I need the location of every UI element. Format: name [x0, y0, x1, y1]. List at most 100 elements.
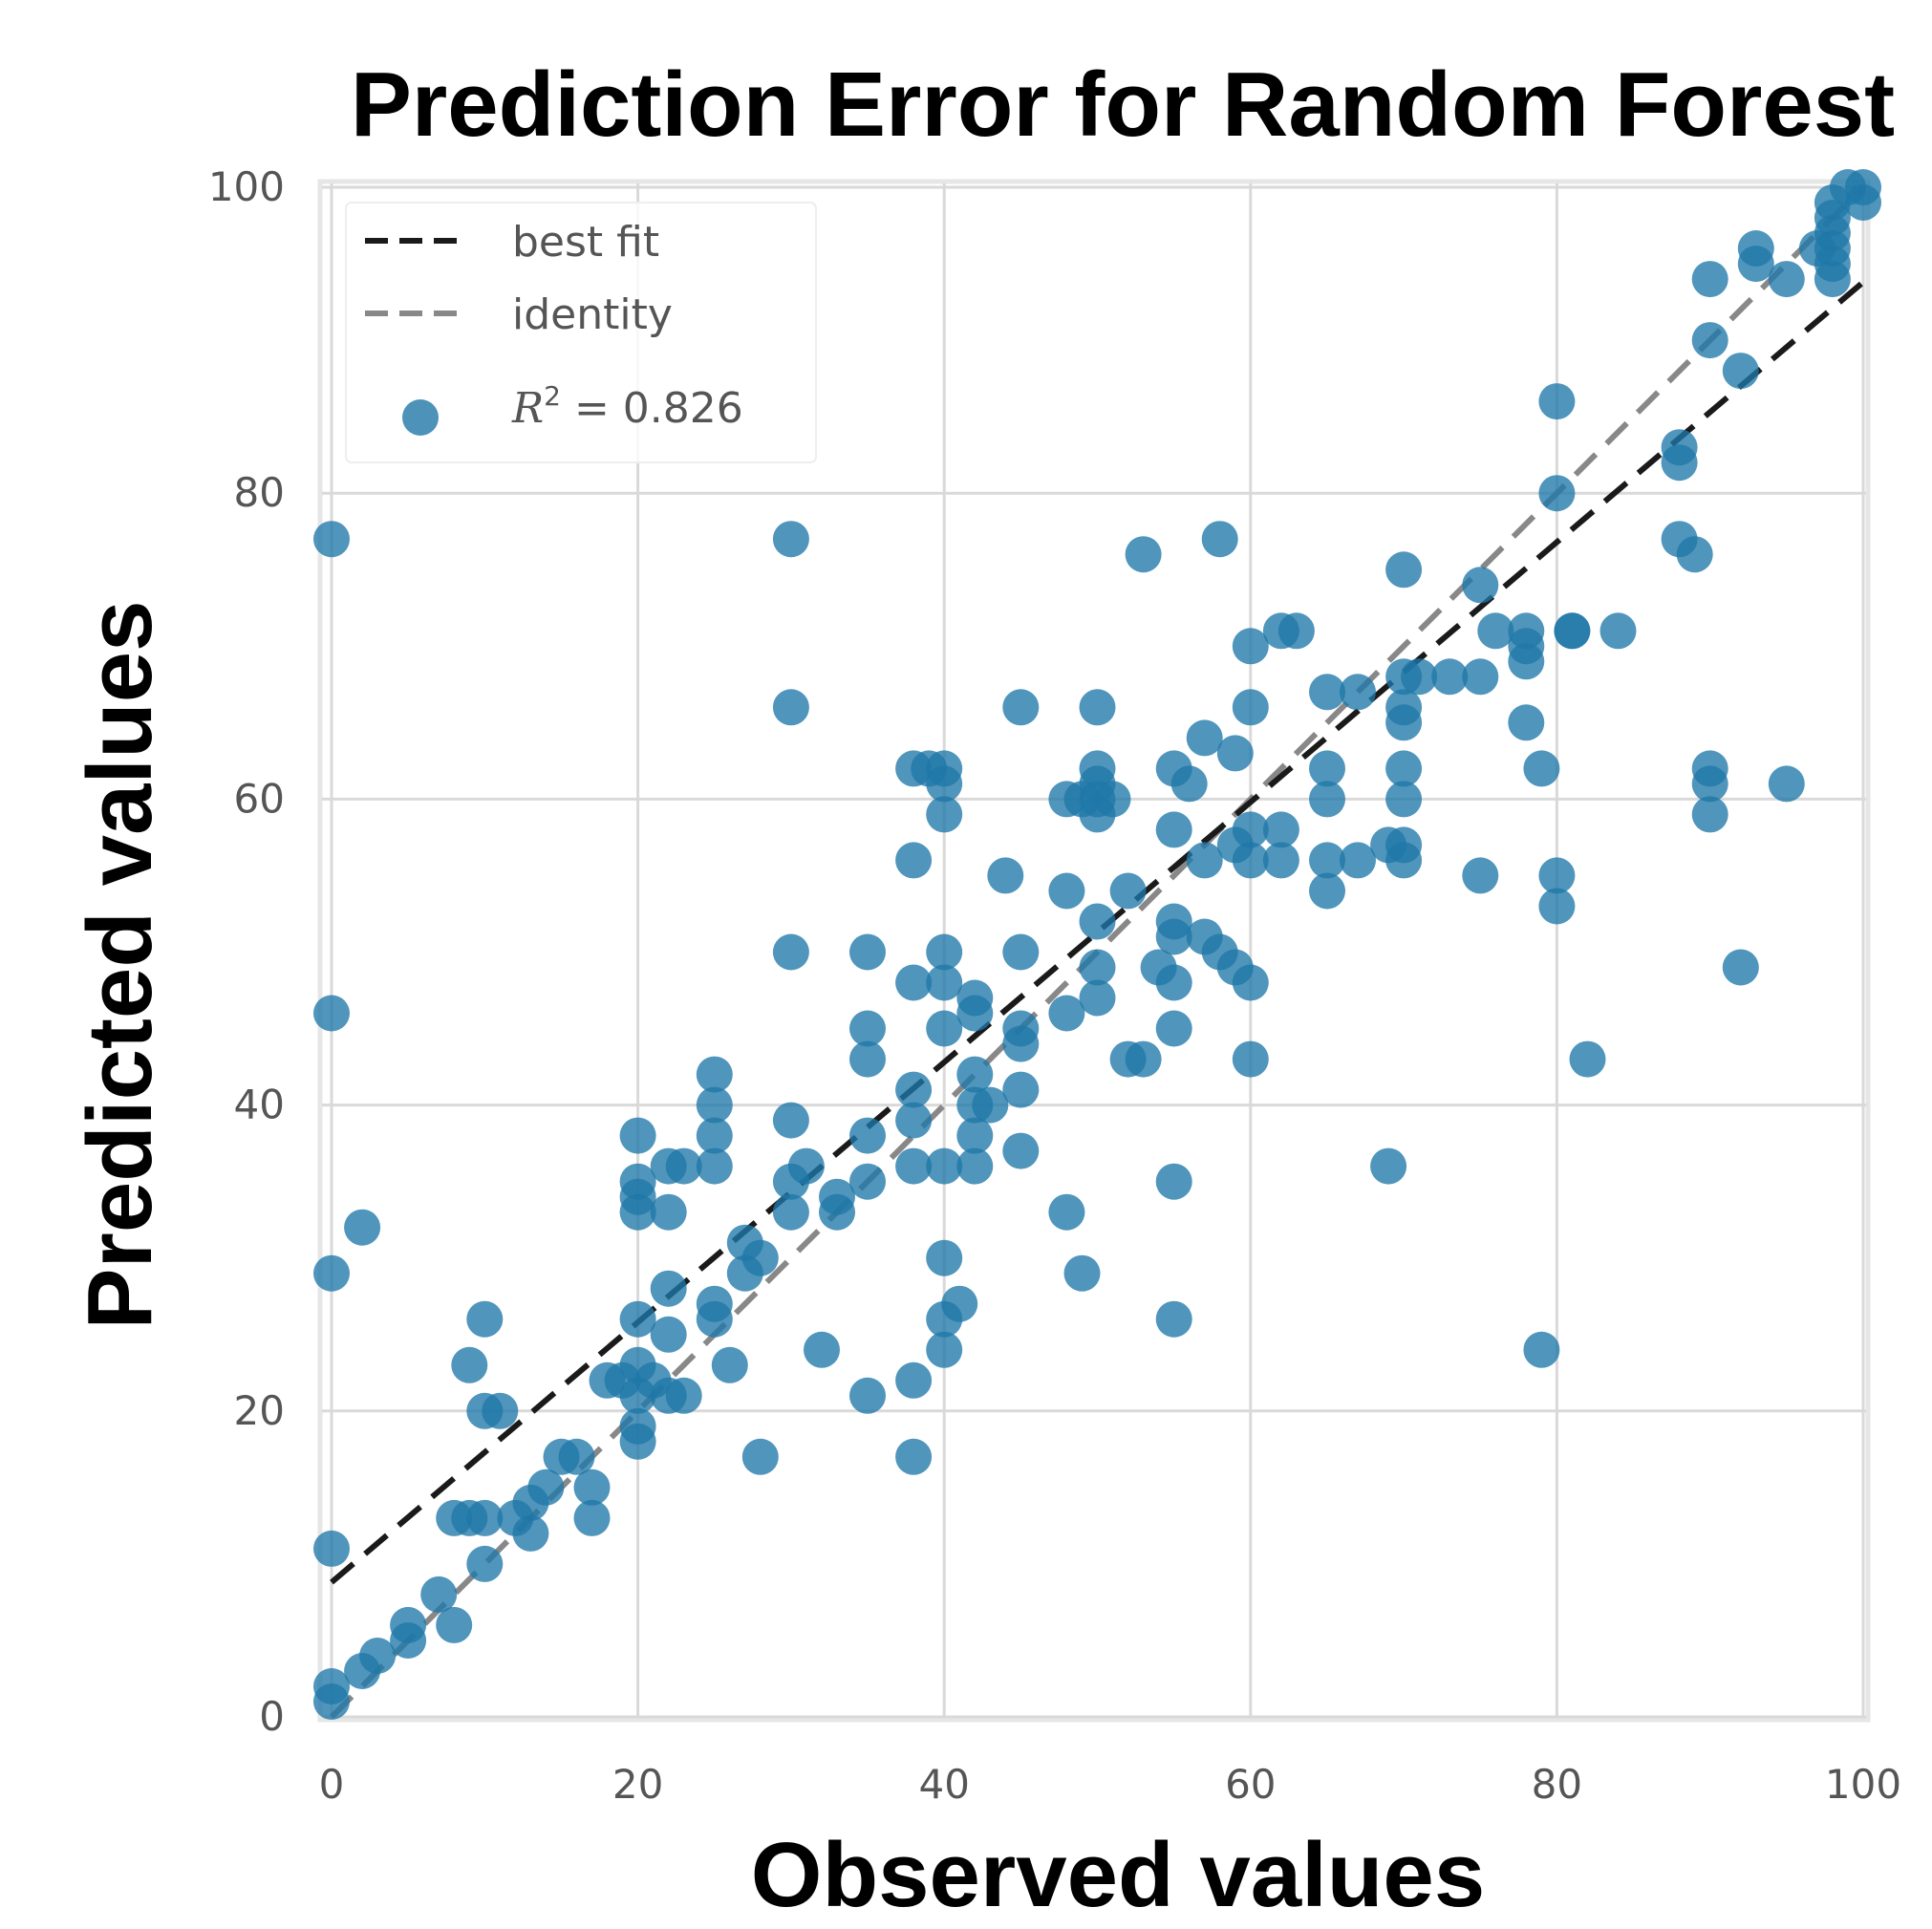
data-point — [1048, 872, 1085, 910]
data-point — [941, 1285, 978, 1322]
data-point — [650, 1270, 687, 1307]
data-point — [1155, 1010, 1192, 1047]
y-tick-label: 60 — [234, 775, 285, 822]
data-point — [1462, 658, 1499, 696]
data-point — [436, 1606, 473, 1643]
legend: best fit identity R2 = 0.826 — [345, 202, 817, 463]
scatter-points — [313, 169, 1881, 1720]
data-point — [895, 842, 933, 879]
data-point — [1309, 781, 1345, 818]
data-point — [1691, 765, 1728, 803]
data-point — [956, 995, 994, 1032]
data-point — [696, 1086, 733, 1124]
data-point — [926, 1239, 963, 1276]
data-point — [1462, 857, 1499, 894]
data-point — [619, 1300, 656, 1338]
data-point — [1216, 735, 1254, 772]
data-point — [1048, 1193, 1085, 1231]
data-point — [1691, 261, 1728, 298]
y-axis-title: Predicted values — [69, 600, 171, 1329]
data-point — [1477, 612, 1514, 650]
data-point — [956, 1117, 994, 1154]
data-point — [665, 1147, 702, 1185]
data-point — [1063, 1254, 1101, 1292]
data-point — [895, 1102, 933, 1139]
data-point — [895, 1147, 933, 1185]
x-tick-label: 100 — [1825, 1761, 1901, 1808]
data-point — [696, 1056, 733, 1093]
data-point — [741, 1239, 779, 1276]
data-point — [1569, 1040, 1606, 1078]
data-point — [1538, 475, 1576, 512]
legend-r2-symbol: R — [511, 384, 544, 433]
data-point — [1232, 689, 1269, 726]
data-point — [1508, 643, 1545, 680]
data-point — [1599, 612, 1637, 650]
data-point — [1232, 628, 1269, 665]
data-point — [1768, 261, 1805, 298]
data-point — [1232, 1040, 1269, 1078]
data-point — [650, 1316, 687, 1353]
data-point — [1232, 811, 1269, 848]
data-point — [466, 1499, 504, 1536]
data-point — [849, 1040, 886, 1078]
x-tick-label: 0 — [319, 1761, 345, 1808]
data-point — [1002, 689, 1040, 726]
legend-identity-label: identity — [512, 290, 673, 339]
y-tick-label: 0 — [259, 1693, 285, 1740]
data-point — [573, 1468, 611, 1506]
data-point — [696, 1117, 733, 1154]
data-point — [619, 1163, 656, 1200]
data-point — [390, 1606, 427, 1643]
data-point — [1691, 322, 1728, 359]
data-point — [772, 521, 809, 558]
data-point — [1661, 444, 1698, 482]
data-point — [1262, 842, 1299, 879]
data-point — [895, 1071, 933, 1108]
data-point — [1262, 811, 1299, 848]
data-point — [1048, 995, 1085, 1032]
data-point — [1768, 765, 1805, 803]
x-tick-label: 40 — [918, 1761, 969, 1808]
data-point — [1554, 612, 1591, 650]
data-point — [619, 1117, 656, 1154]
data-point — [1814, 261, 1851, 298]
data-point — [1309, 842, 1345, 879]
data-point — [787, 1147, 825, 1185]
legend-points-swatch — [402, 399, 439, 436]
legend-r2-value: = 0.826 — [561, 384, 743, 433]
data-point — [696, 1300, 733, 1338]
data-point — [1462, 567, 1499, 604]
x-tick-label: 60 — [1225, 1761, 1276, 1808]
data-point — [772, 933, 809, 971]
y-tick-labels: 0 20 40 60 80 100 — [208, 163, 285, 1740]
data-point — [466, 1300, 504, 1338]
data-point — [1079, 689, 1116, 726]
data-point — [482, 1392, 519, 1429]
data-point — [1385, 781, 1423, 818]
data-point — [1385, 551, 1423, 589]
data-point — [1845, 184, 1881, 221]
data-point — [1340, 842, 1376, 879]
data-point — [1523, 750, 1560, 787]
data-point — [1079, 903, 1116, 940]
data-point — [1538, 383, 1576, 420]
data-point — [1523, 1331, 1560, 1368]
data-point — [313, 1683, 350, 1720]
data-point — [926, 765, 963, 803]
data-point — [956, 1147, 994, 1185]
data-point — [926, 1331, 963, 1368]
best-fit-line — [330, 279, 1865, 1585]
data-point — [1691, 796, 1728, 833]
legend-r2-label: R2 = 0.826 — [511, 380, 743, 433]
data-point — [1431, 658, 1469, 696]
x-tick-label: 80 — [1532, 1761, 1582, 1808]
data-point — [1186, 719, 1223, 757]
data-point — [849, 1377, 886, 1414]
data-point — [1309, 872, 1345, 910]
data-point — [1079, 949, 1116, 986]
data-point — [849, 1117, 886, 1154]
data-point — [359, 1638, 397, 1674]
data-point — [1232, 964, 1269, 1001]
